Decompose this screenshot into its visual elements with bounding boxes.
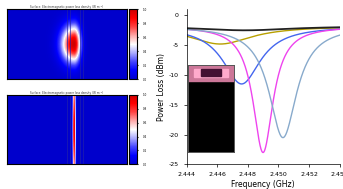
Title: Surface: Electromagnetic power loss density (W m⁻³): Surface: Electromagnetic power loss dens… [30, 5, 103, 9]
Y-axis label: Power Loss (dBm): Power Loss (dBm) [157, 53, 166, 121]
Title: Surface: Electromagnetic power loss density (W m⁻³): Surface: Electromagnetic power loss dens… [30, 91, 103, 94]
X-axis label: Frequency (GHz): Frequency (GHz) [231, 180, 295, 189]
